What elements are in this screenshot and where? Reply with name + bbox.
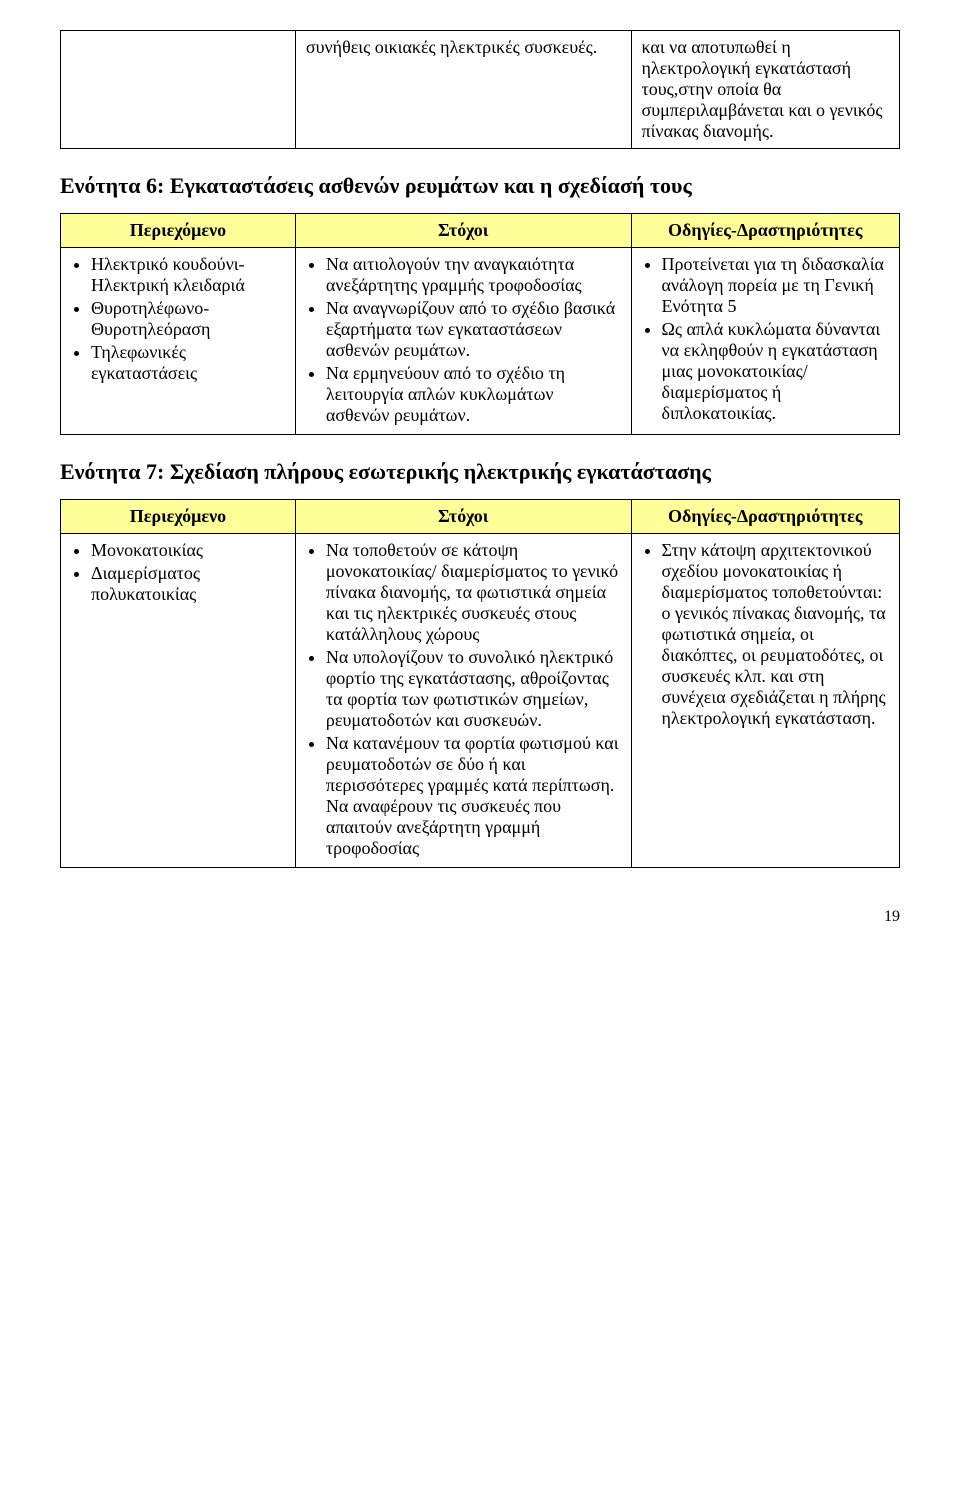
cell-top-3: και να αποτυπωθεί η ηλεκτρολογική εγκατά… (631, 31, 900, 149)
list-item: Διαμερίσματος πολυκατοικίας (91, 563, 285, 605)
cell-s7-c1: Μονοκατοικίας Διαμερίσματος πολυκατοικία… (61, 534, 296, 868)
list-item: Να υπολογίζουν το συνολικό ηλεκτρικό φορ… (326, 647, 621, 731)
list-item: Ως απλά κυκλώματα δύνανται να εκληφθούν … (662, 319, 890, 424)
table-row: Ηλεκτρικό κουδούνι- Ηλεκτρική κλειδαριά … (61, 248, 900, 435)
header-col1: Περιεχόμενο (61, 214, 296, 248)
list-s6-c1: Ηλεκτρικό κουδούνι- Ηλεκτρική κλειδαριά … (71, 254, 285, 384)
header-col3: Οδηγίες-Δραστηριότητες (631, 214, 900, 248)
cell-s7-c3: Στην κάτοψη αρχιτεκτονικού σχεδίου μονοκ… (631, 534, 900, 868)
list-item: Να κατανέμουν τα φορτία φωτισμού και ρευ… (326, 733, 621, 859)
list-s6-c2: Να αιτιολογούν την αναγκαιότητα ανεξάρτη… (306, 254, 621, 426)
header-col1: Περιεχόμενο (61, 500, 296, 534)
header-col2: Στόχοι (295, 214, 631, 248)
list-item: Στην κάτοψη αρχιτεκτονικού σχεδίου μονοκ… (662, 540, 890, 729)
cell-s6-c3: Προτείνεται για τη διδασκαλία ανάλογη πο… (631, 248, 900, 435)
list-item: Να αιτιολογούν την αναγκαιότητα ανεξάρτη… (326, 254, 621, 296)
header-col3: Οδηγίες-Δραστηριότητες (631, 500, 900, 534)
cell-s6-c1: Ηλεκτρικό κουδούνι- Ηλεκτρική κλειδαριά … (61, 248, 296, 435)
table-row: συνήθεις οικιακές ηλεκτρικές συσκευές. κ… (61, 31, 900, 149)
list-s7-c3: Στην κάτοψη αρχιτεκτονικού σχεδίου μονοκ… (642, 540, 890, 729)
header-col2: Στόχοι (295, 500, 631, 534)
list-s7-c1: Μονοκατοικίας Διαμερίσματος πολυκατοικία… (71, 540, 285, 605)
list-item: Προτείνεται για τη διδασκαλία ανάλογη πο… (662, 254, 890, 317)
list-item: Τηλεφωνικές εγκαταστάσεις (91, 342, 285, 384)
cell-top-1 (61, 31, 296, 149)
page-number: 19 (60, 908, 900, 926)
list-s7-c2: Να τοποθετούν σε κάτοψη μονοκατοικίας/ δ… (306, 540, 621, 859)
list-item: Μονοκατοικίας (91, 540, 285, 561)
table-row: Μονοκατοικίας Διαμερίσματος πολυκατοικία… (61, 534, 900, 868)
cell-s7-c2: Να τοποθετούν σε κάτοψη μονοκατοικίας/ δ… (295, 534, 631, 868)
list-item: Να αναγνωρίζουν από το σχέδιο βασικά εξα… (326, 298, 621, 361)
list-s6-c3: Προτείνεται για τη διδασκαλία ανάλογη πο… (642, 254, 890, 424)
section7-heading: Ενότητα 7: Σχεδίαση πλήρους εσωτερικής η… (60, 459, 900, 485)
list-item: Θυροτηλέφωνο- Θυροτηλεόραση (91, 298, 285, 340)
table-header-row: Περιεχόμενο Στόχοι Οδηγίες-Δραστηριότητε… (61, 214, 900, 248)
section6-heading: Ενότητα 6: Εγκαταστάσεις ασθενών ρευμάτω… (60, 173, 900, 199)
list-item: Να τοποθετούν σε κάτοψη μονοκατοικίας/ δ… (326, 540, 621, 645)
table-top: συνήθεις οικιακές ηλεκτρικές συσκευές. κ… (60, 30, 900, 149)
table-section6: Περιεχόμενο Στόχοι Οδηγίες-Δραστηριότητε… (60, 213, 900, 435)
list-item: Ηλεκτρικό κουδούνι- Ηλεκτρική κλειδαριά (91, 254, 285, 296)
table-section7: Περιεχόμενο Στόχοι Οδηγίες-Δραστηριότητε… (60, 499, 900, 868)
table-header-row: Περιεχόμενο Στόχοι Οδηγίες-Δραστηριότητε… (61, 500, 900, 534)
cell-s6-c2: Να αιτιολογούν την αναγκαιότητα ανεξάρτη… (295, 248, 631, 435)
cell-top-2: συνήθεις οικιακές ηλεκτρικές συσκευές. (295, 31, 631, 149)
list-item: Να ερμηνεύουν από το σχέδιο τη λειτουργί… (326, 363, 621, 426)
